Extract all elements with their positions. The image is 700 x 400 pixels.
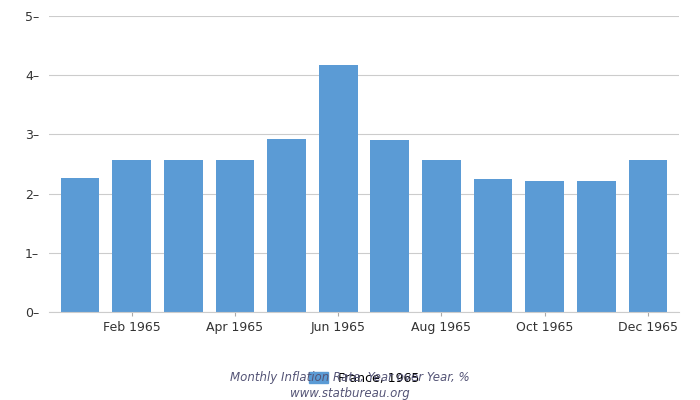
Bar bbox=[474, 179, 512, 312]
Bar bbox=[318, 64, 358, 312]
Bar bbox=[164, 160, 202, 312]
Bar bbox=[577, 180, 616, 312]
Bar bbox=[61, 178, 99, 312]
Text: Monthly Inflation Rate, Year over Year, %: Monthly Inflation Rate, Year over Year, … bbox=[230, 372, 470, 384]
Bar bbox=[370, 140, 410, 312]
Bar bbox=[422, 160, 461, 312]
Text: www.statbureau.org: www.statbureau.org bbox=[290, 388, 410, 400]
Bar bbox=[629, 160, 667, 312]
Bar bbox=[112, 160, 151, 312]
Bar bbox=[216, 160, 254, 312]
Bar bbox=[267, 138, 306, 312]
Bar bbox=[526, 180, 564, 312]
Legend: France, 1965: France, 1965 bbox=[309, 372, 419, 384]
